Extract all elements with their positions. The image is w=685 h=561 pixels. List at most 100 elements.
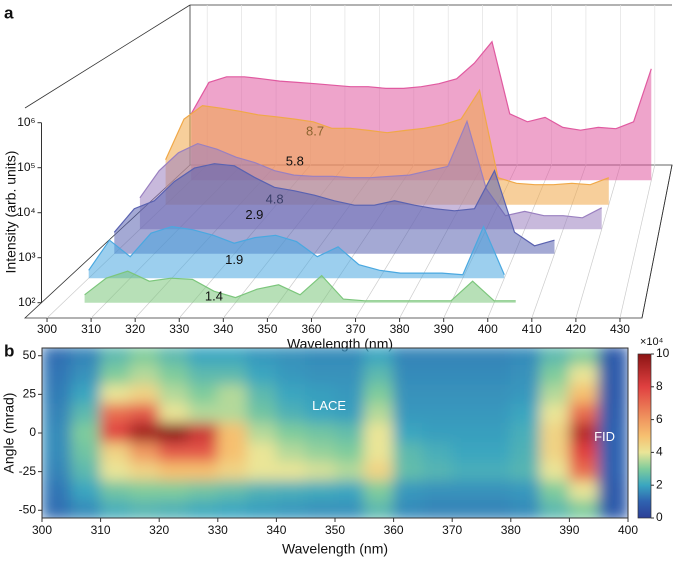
heat-cell bbox=[70, 480, 102, 502]
heat-cell bbox=[422, 480, 453, 502]
heat-cell bbox=[481, 500, 512, 518]
x-tick-label: 360 bbox=[301, 322, 321, 336]
heat-cell bbox=[217, 442, 248, 463]
heat-cell bbox=[188, 480, 219, 502]
heat-cell bbox=[393, 364, 424, 386]
x-tick-label: 330 bbox=[208, 523, 228, 537]
heat-cell bbox=[363, 348, 395, 366]
heat-cell bbox=[158, 442, 189, 463]
heat-cell bbox=[188, 403, 219, 424]
y-tick-label: 25 bbox=[23, 387, 37, 401]
heat-cell bbox=[70, 384, 102, 405]
x-tick-label: 370 bbox=[442, 523, 462, 537]
y-tick-label: 10⁵ bbox=[17, 160, 35, 174]
heat-cell bbox=[481, 422, 512, 444]
heat-cell bbox=[393, 403, 424, 424]
heat-cell bbox=[539, 364, 570, 386]
x-tick-label: 390 bbox=[434, 322, 454, 336]
heat-cell bbox=[158, 500, 189, 518]
heat-cell bbox=[129, 480, 160, 502]
heat-cell bbox=[100, 348, 131, 366]
heat-cell bbox=[510, 422, 541, 444]
heat-cell bbox=[363, 403, 395, 424]
panel-letter: a bbox=[4, 3, 14, 22]
y-tick-label: 10² bbox=[18, 295, 35, 309]
series-label: 5.8 bbox=[286, 153, 304, 168]
heat-cell bbox=[510, 348, 541, 366]
heat-cell bbox=[568, 348, 600, 366]
heat-cell bbox=[451, 461, 482, 482]
heat-cell bbox=[275, 403, 307, 424]
heat-cell bbox=[70, 348, 102, 366]
colorbar-tick-label: 4 bbox=[656, 445, 663, 459]
heat-cell bbox=[334, 403, 365, 424]
heat-cell bbox=[70, 364, 102, 386]
heat-cell bbox=[217, 403, 248, 424]
heat-cell bbox=[275, 422, 307, 444]
colorbar-tick-label: 0 bbox=[656, 510, 663, 524]
heat-cell bbox=[305, 480, 336, 502]
heat-cell bbox=[481, 364, 512, 386]
heat-cell bbox=[217, 364, 248, 386]
heat-cell bbox=[422, 384, 453, 405]
heat-cell bbox=[188, 442, 219, 463]
heat-cell bbox=[217, 500, 248, 518]
heat-cell bbox=[334, 461, 365, 482]
heat-cell bbox=[158, 348, 189, 366]
heat-cell bbox=[217, 384, 248, 405]
heat-cell bbox=[598, 364, 628, 386]
heat-cell bbox=[158, 384, 189, 405]
heat-cell bbox=[129, 403, 160, 424]
heat-cell bbox=[568, 422, 600, 444]
heat-cell bbox=[246, 422, 277, 444]
spectrum-line bbox=[165, 88, 610, 186]
x-tick-label: 390 bbox=[559, 523, 579, 537]
heat-cell bbox=[422, 500, 453, 518]
heat-cell bbox=[305, 422, 336, 444]
heat-cell bbox=[129, 384, 160, 405]
series-label: 1.4 bbox=[205, 288, 223, 303]
heat-cell bbox=[334, 348, 365, 366]
panel-letter: b bbox=[4, 341, 14, 360]
heat-cell bbox=[393, 480, 424, 502]
heat-cell bbox=[129, 461, 160, 482]
y-tick-label: 10⁴ bbox=[17, 205, 36, 219]
x-tick-label: 300 bbox=[32, 523, 52, 537]
heat-cell bbox=[334, 364, 365, 386]
x-tick-label: 310 bbox=[81, 322, 101, 336]
heat-cell bbox=[393, 422, 424, 444]
heat-cell bbox=[158, 422, 189, 444]
heat-cell bbox=[217, 348, 248, 366]
heat-cell bbox=[422, 348, 453, 366]
annotation: FID bbox=[594, 429, 615, 444]
heat-cell bbox=[42, 500, 72, 518]
heat-cell bbox=[246, 348, 277, 366]
panel-b: b Wavelength (nm) Angle (mrad) 300 310 320… bbox=[1, 336, 670, 557]
heat-cell bbox=[188, 500, 219, 518]
panel-a: a Wavelength (nm) Intensity (arb. units)… bbox=[3, 3, 673, 352]
heat-cell bbox=[217, 480, 248, 502]
heat-cell bbox=[598, 422, 628, 444]
heat-cell bbox=[275, 442, 307, 463]
heat-cell bbox=[129, 348, 160, 366]
spectrum-line bbox=[139, 119, 602, 219]
heat-cell bbox=[70, 403, 102, 424]
heat-cell bbox=[305, 442, 336, 463]
heat-cell bbox=[275, 364, 307, 386]
y-tick-label: 50 bbox=[23, 348, 37, 362]
heat-cell bbox=[422, 364, 453, 386]
heat-cell bbox=[539, 480, 570, 502]
heat-cell bbox=[363, 422, 395, 444]
x-tick-label: 340 bbox=[213, 322, 233, 336]
heat-cell bbox=[158, 480, 189, 502]
heat-cell bbox=[481, 480, 512, 502]
x-tick-label: 320 bbox=[125, 322, 145, 336]
heat-cell bbox=[42, 364, 72, 386]
left-wall-edge bbox=[24, 4, 191, 109]
heat-cell bbox=[422, 461, 453, 482]
colorbar-tick-label: 2 bbox=[656, 477, 663, 491]
colorbar bbox=[637, 353, 652, 519]
heat-cell bbox=[100, 461, 131, 482]
heat-cell bbox=[217, 422, 248, 444]
